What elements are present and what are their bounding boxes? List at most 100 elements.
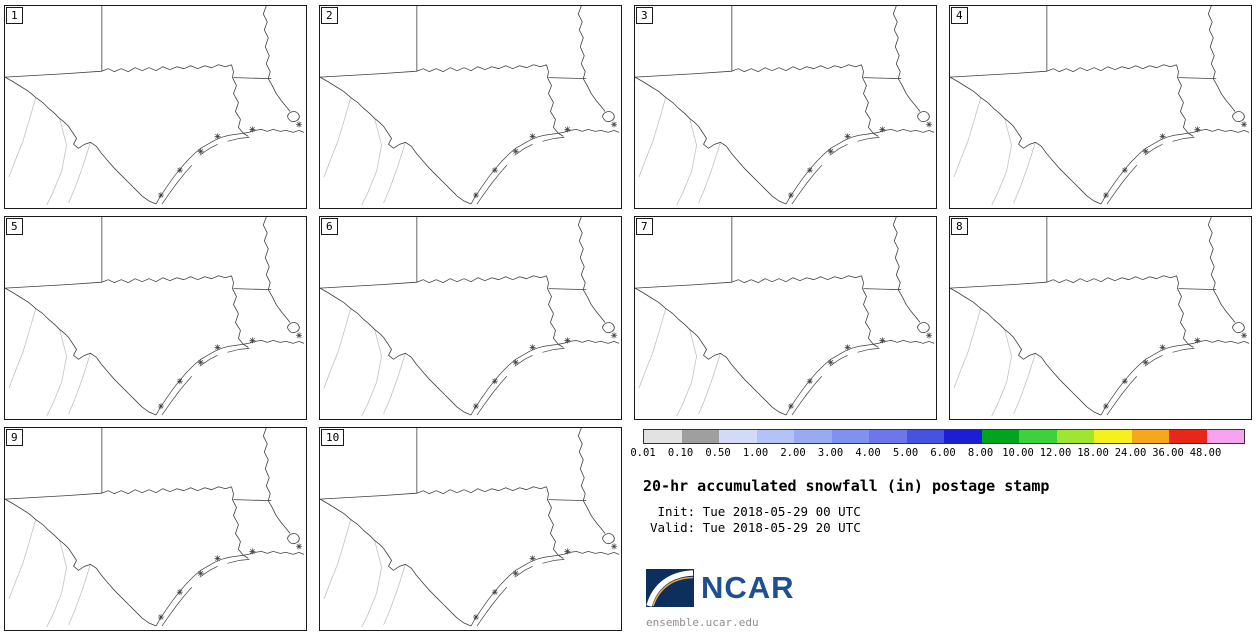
ensemble-panel-6: 6 xyxy=(319,216,622,420)
colorbar-tick-label: 36.00 xyxy=(1152,447,1184,459)
ensemble-panel-3: 3 xyxy=(634,5,937,209)
coastal-feature-markers xyxy=(1102,121,1248,199)
rio-grande-border xyxy=(950,76,1102,205)
coastline xyxy=(785,129,935,205)
ensemble-panel-9: 9 xyxy=(4,427,307,631)
mexico-state-borders xyxy=(323,97,406,206)
panel-number-label: 9 xyxy=(6,429,23,446)
colorbar-segment xyxy=(719,430,757,443)
rio-grande-border xyxy=(320,498,472,627)
coastline xyxy=(155,551,305,627)
ensemble-panel-8: 8 xyxy=(949,216,1252,420)
panel-number-label: 6 xyxy=(321,218,338,235)
texas-map xyxy=(950,6,1251,208)
colorbar-segment xyxy=(831,430,869,443)
coastal-feature-markers xyxy=(157,121,303,199)
colorbar-tick-label: 18.00 xyxy=(1077,447,1109,459)
texas-map-svg xyxy=(320,217,620,417)
site-url: ensemble.ucar.edu xyxy=(646,616,759,629)
plot-title: 20-hr accumulated snowfall (in) postage … xyxy=(643,477,1050,495)
coastal-feature-markers xyxy=(787,332,933,410)
panel-number-label: 5 xyxy=(6,218,23,235)
colorbar-tick-label: 0.50 xyxy=(705,447,731,459)
texas-map-svg xyxy=(320,428,620,628)
panel-number-label: 3 xyxy=(636,7,653,24)
colorbar-segment xyxy=(1056,430,1094,443)
colorbar-tick-label: 4.00 xyxy=(855,447,881,459)
rio-grande-border xyxy=(635,76,787,205)
rio-grande-border xyxy=(320,76,472,205)
colorbar-segment xyxy=(944,430,982,443)
state-borders xyxy=(5,217,300,348)
texas-map xyxy=(5,6,306,208)
state-borders xyxy=(950,6,1245,137)
colorbar-tick-label: 5.00 xyxy=(892,447,919,459)
colorbar-tick-label: 24.00 xyxy=(1114,447,1147,459)
panel-number-label: 2 xyxy=(321,7,338,24)
coastline xyxy=(1100,129,1250,205)
ensemble-panel-2: 2 xyxy=(319,5,622,209)
mexico-state-borders xyxy=(323,519,406,628)
ensemble-panel-10: 10 xyxy=(319,427,622,631)
panel-number-label: 1 xyxy=(6,7,23,24)
texas-map-svg xyxy=(635,217,935,417)
texas-map xyxy=(635,217,936,419)
mexico-state-borders xyxy=(323,308,406,417)
texas-map xyxy=(320,217,621,419)
panel-number-label: 7 xyxy=(636,218,653,235)
mexico-state-borders xyxy=(8,519,91,628)
texas-map-svg xyxy=(635,6,935,206)
colorbar-tick-label: 2.00 xyxy=(780,447,806,459)
state-borders xyxy=(320,6,615,137)
coastal-feature-markers xyxy=(157,332,303,410)
texas-map xyxy=(320,6,621,208)
colorbar-segment xyxy=(794,430,832,443)
texas-map xyxy=(5,217,306,419)
state-borders xyxy=(5,428,300,559)
state-borders xyxy=(5,6,300,137)
colorbar-segment xyxy=(681,430,719,443)
coastal-feature-markers xyxy=(1102,332,1248,410)
rio-grande-border xyxy=(635,287,787,416)
colorbar-segment xyxy=(1019,430,1057,443)
rio-grande-border xyxy=(5,287,157,416)
mexico-state-borders xyxy=(953,308,1036,417)
texas-map-svg xyxy=(5,217,305,417)
coastal-feature-markers xyxy=(472,332,618,410)
texas-map-svg xyxy=(950,217,1250,417)
mexico-state-borders xyxy=(8,97,91,206)
colorbar-tick-label: 3.00 xyxy=(817,447,844,459)
coastline xyxy=(1100,340,1250,416)
init-valid-times: Init: Tue 2018-05-29 00 UTC Valid: Tue 2… xyxy=(650,504,861,535)
mexico-state-borders xyxy=(638,97,721,206)
texas-map xyxy=(635,6,936,208)
colorbar-tick-label: 0.10 xyxy=(667,447,694,459)
state-borders xyxy=(635,6,930,137)
colorbar-segment xyxy=(1131,430,1169,443)
rio-grande-border xyxy=(320,287,472,416)
texas-map xyxy=(320,428,621,630)
colorbar-tick-label: 10.00 xyxy=(1002,447,1034,459)
colorbar-tick-label: 12.00 xyxy=(1039,447,1072,459)
panel-number-label: 8 xyxy=(951,218,968,235)
colorbar-segment xyxy=(869,430,907,443)
colorbar-segment xyxy=(1094,430,1132,443)
colorbar-segment xyxy=(906,430,944,443)
texas-map xyxy=(5,428,306,630)
colorbar-tick-label: 0.01 xyxy=(630,447,656,459)
coastline xyxy=(470,551,620,627)
colorbar-segment xyxy=(981,430,1019,443)
state-borders xyxy=(320,428,615,559)
coastal-feature-markers xyxy=(787,121,933,199)
texas-map-svg xyxy=(320,6,620,206)
mexico-state-borders xyxy=(638,308,721,417)
texas-map-svg xyxy=(950,6,1250,206)
colorbar-tick-label: 48.00 xyxy=(1189,447,1222,459)
texas-map-svg xyxy=(5,6,305,206)
texas-map-svg xyxy=(5,428,305,628)
panel-number-label: 4 xyxy=(951,7,968,24)
coastline xyxy=(155,340,305,416)
colorbar-tick-label: 6.00 xyxy=(930,447,956,459)
ncar-logo-mark xyxy=(646,569,694,607)
colorbar-segment xyxy=(1169,430,1207,443)
